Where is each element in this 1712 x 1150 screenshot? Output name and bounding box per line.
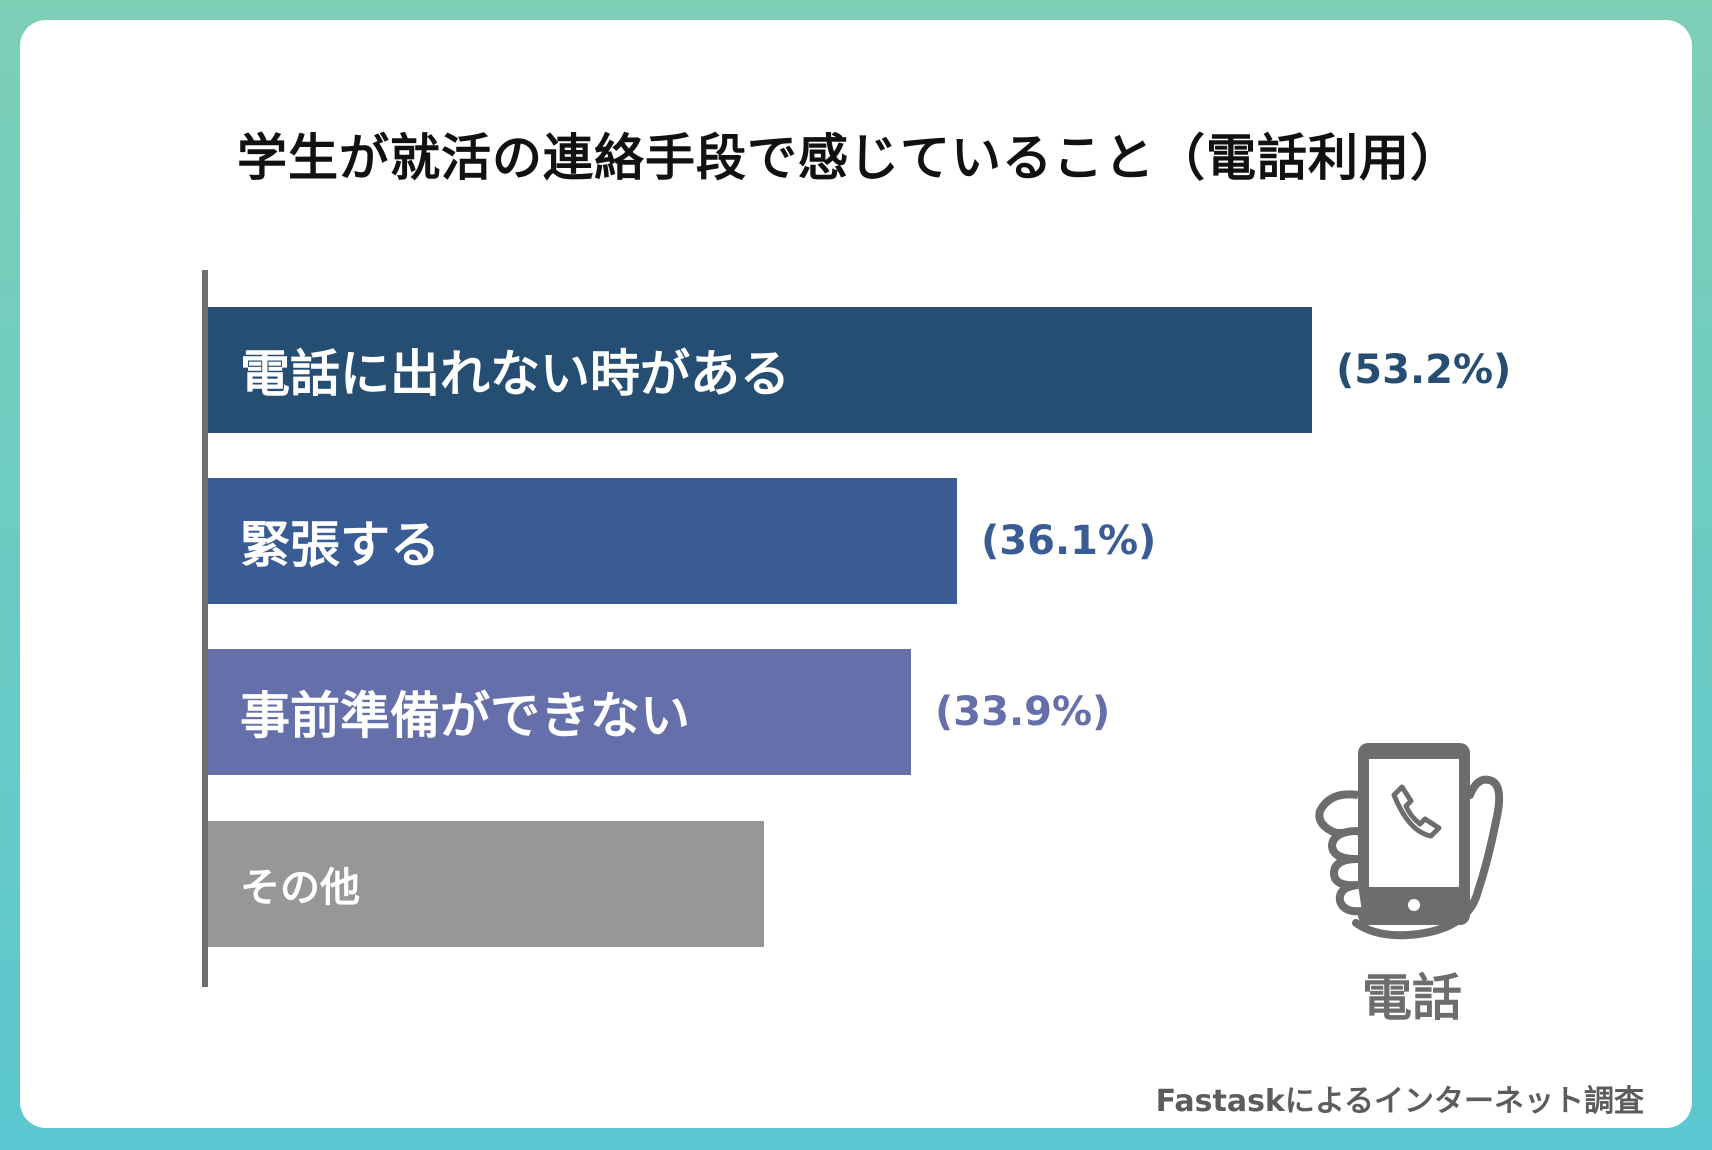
phone-in-hand-icon — [1312, 735, 1512, 945]
bar-0: 電話に出れない時がある — [208, 307, 1312, 433]
bar-2: 事前準備ができない — [208, 649, 911, 775]
bar-category-label: その他 — [240, 865, 360, 911]
bar-value-label: (36.1%) — [981, 518, 1157, 564]
bar-category-label: 事前準備ができない — [240, 687, 690, 745]
chart-title: 学生が就活の連絡手段で感じていること（電話利用） — [237, 129, 1461, 187]
bar-1: 緊張する — [208, 478, 957, 604]
bar-category-label: 電話に出れない時がある — [240, 345, 790, 403]
bar-value-label: (53.2%) — [1336, 347, 1512, 393]
phone-caption: 電話 — [1362, 969, 1462, 1027]
bar-value-label: (33.9%) — [935, 689, 1111, 735]
y-axis-line — [202, 270, 208, 987]
bar-3: その他 — [208, 821, 764, 947]
source-note: Fastaskによるインターネット調査 — [1155, 1084, 1644, 1119]
bar-category-label: 緊張する — [240, 516, 440, 574]
